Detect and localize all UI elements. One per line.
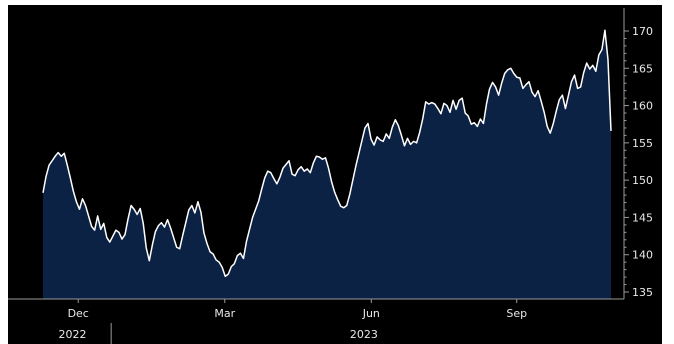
x-year-label: 2023 — [350, 328, 378, 341]
x-year-label: 2022 — [59, 328, 87, 341]
y-tick-label: 140 — [632, 249, 653, 262]
x-tick-label: Mar — [214, 307, 235, 320]
y-tick-label: 170 — [632, 25, 653, 38]
y-tick-label: 135 — [632, 286, 653, 299]
y-tick-label: 150 — [632, 174, 653, 187]
y-tick-label: 155 — [632, 137, 653, 150]
x-axis-year-labels: 2022 2023 — [59, 323, 378, 344]
y-tick-label: 160 — [632, 100, 653, 113]
y-tick-label: 145 — [632, 211, 653, 224]
y-axis-ticks: 135 140 145 150 155 160 165 170 — [624, 25, 653, 299]
x-tick-label: Sep — [506, 307, 527, 320]
x-tick-label: Jun — [362, 307, 380, 320]
series-line — [42, 29, 612, 278]
y-tick-label: 165 — [632, 62, 653, 75]
x-tick-label: Dec — [68, 307, 89, 320]
x-axis-ticks: Dec Mar Jun Sep — [68, 299, 527, 320]
